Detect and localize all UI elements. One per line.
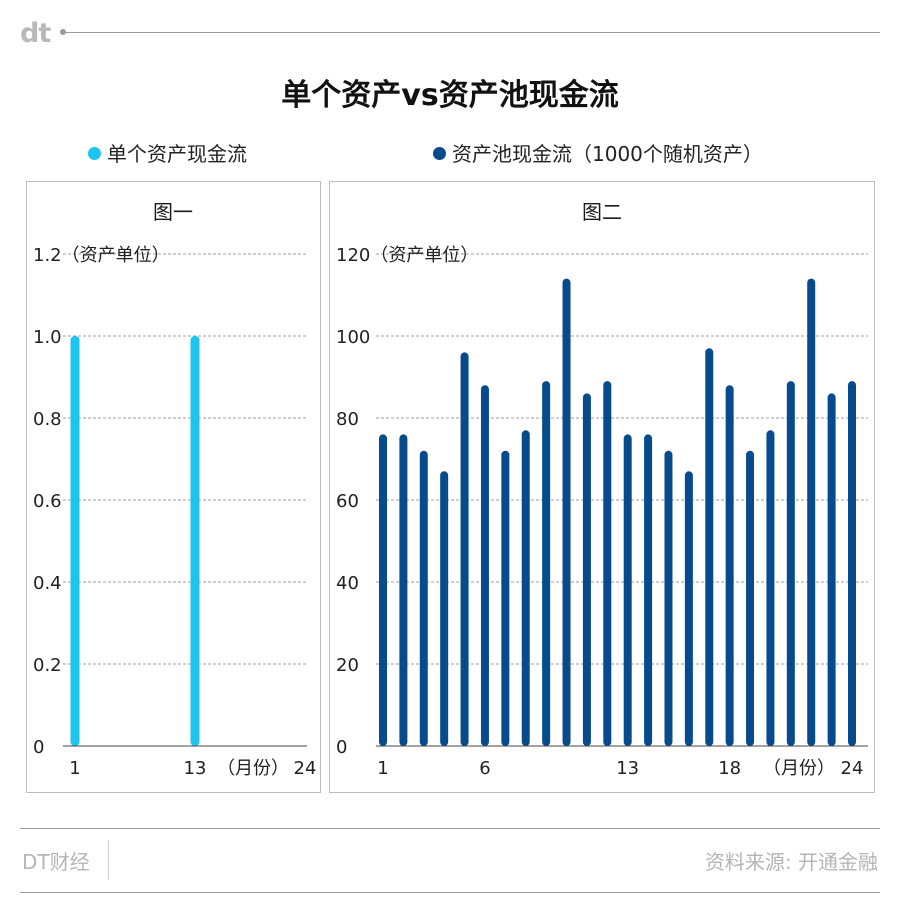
footer-bottom-divider bbox=[20, 892, 880, 893]
chart-2-bar bbox=[582, 393, 591, 746]
chart-2-bar bbox=[521, 430, 530, 746]
chart-2-bar bbox=[440, 471, 449, 746]
chart-2-bar bbox=[786, 381, 795, 746]
chart-2-xtick-label: 1 bbox=[377, 758, 388, 779]
chart-1-xtick-label: 1 bbox=[69, 758, 80, 779]
chart-2-ytick-label: 20 bbox=[336, 655, 359, 676]
legend-label-single: 单个资产现金流 bbox=[107, 142, 247, 166]
chart-2-bar bbox=[725, 385, 734, 746]
chart-2-bar bbox=[746, 450, 755, 746]
legend-item-pool: 资产池现金流（1000个随机资产） bbox=[433, 138, 763, 167]
chart-2-bar bbox=[684, 471, 693, 746]
chart-2-xtick-label: 24 bbox=[841, 758, 864, 779]
chart-2-panel-title: 图二 bbox=[582, 200, 622, 224]
chart-1-xaxis-label: （月份） bbox=[217, 758, 289, 779]
footer-source: 资料来源: 开通金融 bbox=[704, 850, 878, 874]
chart-2-bar bbox=[705, 348, 714, 746]
chart-2-ytick-label: 0 bbox=[336, 737, 347, 758]
top-line-dot bbox=[60, 29, 66, 35]
chart-1-ytick-label: 0.6 bbox=[33, 491, 62, 512]
chart-2-ytick-label: 80 bbox=[336, 409, 359, 430]
chart-1-xtick-label: 13 bbox=[184, 758, 207, 779]
chart-2-svg: 图二 0 20 40 60 80 100 120（资产单位） 1 6 13 18 24 （月份） bbox=[336, 200, 868, 779]
chart-1-ytick-label: 0.8 bbox=[33, 409, 62, 430]
footer-top-divider bbox=[20, 828, 880, 829]
chart-2-bar bbox=[848, 381, 856, 746]
chart-2-xtick-label: 13 bbox=[616, 758, 639, 779]
chart-2-xaxis-label: （月份） bbox=[763, 758, 835, 779]
dt-logo: dt bbox=[20, 18, 51, 49]
chart-1-ytick-label: 0.4 bbox=[33, 573, 62, 594]
legend-dot-single bbox=[88, 147, 101, 160]
chart-panel-1: 图一 0 0.2 0.4 0.6 0.8 1.0 1.2（资产单位） 1 13 24 （月份） bbox=[26, 181, 321, 793]
chart-2-bar bbox=[807, 278, 816, 746]
chart-2-ytick-label: 40 bbox=[336, 573, 359, 594]
chart-panel-2: 图二 0 20 40 60 80 100 120（资产单位） 1 6 13 18 24 （月份） bbox=[329, 181, 875, 793]
chart-2-bar bbox=[480, 385, 489, 746]
chart-2-bar bbox=[460, 352, 469, 746]
chart-1-ytick-label: 1.0 bbox=[33, 327, 62, 348]
chart-title: 单个资产vs资产池现金流 bbox=[281, 78, 619, 113]
chart-2-bar bbox=[501, 450, 510, 746]
chart-2-bar bbox=[827, 393, 836, 746]
chart-2-xtick-label: 18 bbox=[718, 758, 741, 779]
chart-1-xtick-label: 24 bbox=[294, 758, 317, 779]
chart-2-bar bbox=[419, 450, 428, 746]
chart-1-bar bbox=[70, 336, 80, 746]
chart-1-panel-title: 图一 bbox=[153, 200, 193, 224]
chart-2-bar bbox=[399, 434, 408, 746]
chart-2-bar bbox=[379, 434, 387, 746]
chart-1-ytick-label: 0 bbox=[33, 737, 44, 758]
legend-item-single: 单个资产现金流 bbox=[88, 138, 247, 167]
chart-1-ytick-label: 1.2（资产单位） bbox=[33, 245, 170, 266]
chart-2-ytick-label: 60 bbox=[336, 491, 359, 512]
footer-separator bbox=[108, 840, 109, 880]
chart-1-bar bbox=[190, 336, 200, 746]
legend-label-pool: 资产池现金流（1000个随机资产） bbox=[452, 142, 763, 166]
top-bar: dt bbox=[20, 16, 880, 50]
footer-brand: DT财经 bbox=[22, 850, 90, 874]
chart-2-ytick-label: 120（资产单位） bbox=[336, 245, 478, 266]
legend-dot-pool bbox=[433, 147, 446, 160]
chart-2-ytick-label: 100 bbox=[336, 327, 370, 348]
chart-1-svg: 图一 0 0.2 0.4 0.6 0.8 1.0 1.2（资产单位） 1 13 24（月份） bbox=[33, 200, 317, 779]
chart-2-bar bbox=[766, 430, 775, 746]
chart-2-bar bbox=[664, 450, 673, 746]
chart-2-bar bbox=[562, 278, 571, 746]
chart-2-bar bbox=[623, 434, 632, 746]
chart-2-bar bbox=[603, 381, 612, 746]
chart-2-bar bbox=[542, 381, 551, 746]
top-divider bbox=[66, 32, 880, 33]
chart-2-xtick-label: 6 bbox=[479, 758, 490, 779]
chart-1-ytick-label: 0.2 bbox=[33, 655, 62, 676]
chart-2-bar bbox=[644, 434, 653, 746]
